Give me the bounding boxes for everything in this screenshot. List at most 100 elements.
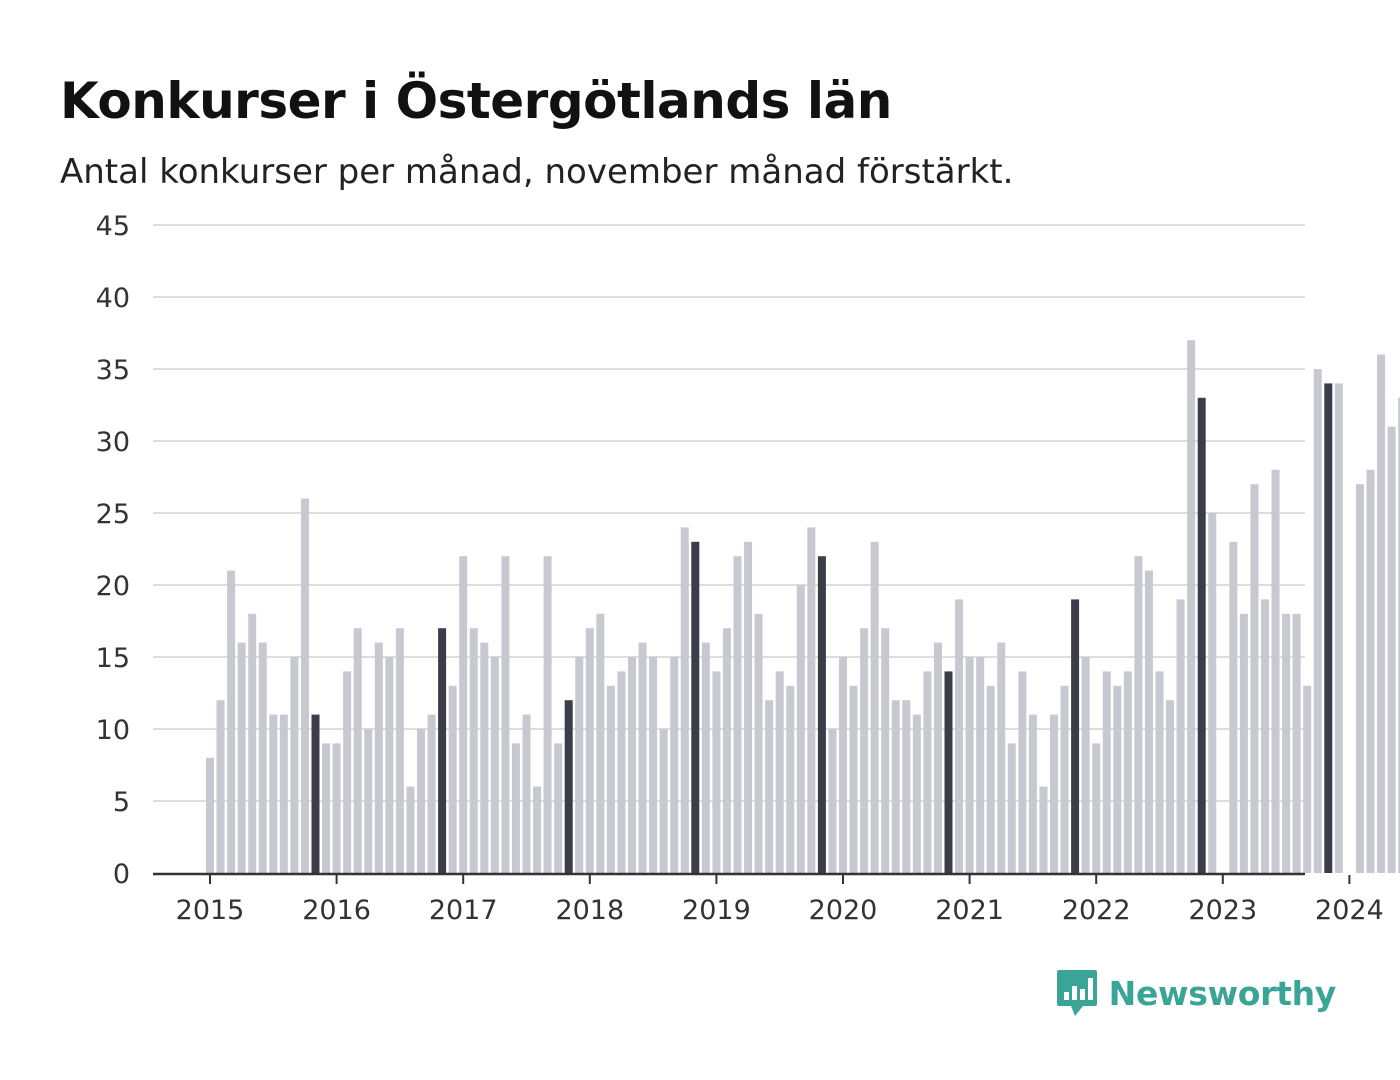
bar: [786, 685, 795, 873]
bar: [501, 556, 510, 873]
bar: [744, 541, 753, 873]
x-axis-ticks: 2015 2016 2017 2018 2019 2020 2021 2022 2023 2024: [176, 875, 1384, 926]
y-axis-ticks: 0 5 10 15 20 25 30 35 40 45: [96, 211, 130, 890]
x-tick-label: 2018: [555, 895, 624, 926]
x-tick-label: 2021: [935, 895, 1004, 926]
bar: [1113, 685, 1122, 873]
bar: [722, 628, 731, 873]
bar: [1197, 397, 1206, 873]
bar: [839, 657, 847, 873]
bar: [522, 714, 531, 873]
bar: [374, 642, 383, 873]
bar: [1028, 714, 1037, 873]
bar: [680, 527, 689, 873]
bar: [1060, 685, 1069, 873]
bar: [1039, 786, 1048, 873]
bar: [691, 541, 700, 873]
bar: [533, 786, 542, 873]
bar: [438, 628, 447, 873]
bar: [459, 556, 468, 873]
bar: [1239, 613, 1248, 873]
bar: [1313, 369, 1322, 873]
logo-text: Newsworthy: [1108, 973, 1337, 1013]
bar: [290, 657, 299, 873]
x-tick-label: 2023: [1188, 895, 1257, 926]
bar: [1123, 671, 1132, 873]
bar: [269, 714, 278, 873]
bar: [1303, 685, 1312, 873]
bar: [902, 700, 911, 873]
x-tick-label: 2019: [682, 895, 751, 926]
bar: [765, 700, 774, 873]
bar: [554, 743, 563, 873]
bar: [1134, 556, 1143, 873]
bar: [596, 613, 605, 873]
bar: [860, 628, 869, 873]
bar: [322, 743, 331, 873]
bar: [881, 628, 890, 873]
bar: [1355, 484, 1364, 873]
bar: [480, 642, 489, 873]
bar: [385, 657, 394, 873]
bar: [490, 657, 499, 873]
bar: [227, 570, 236, 873]
x-tick-label: 2016: [302, 895, 371, 926]
bar: [1071, 599, 1080, 873]
bar: [564, 700, 573, 873]
bar: [986, 685, 995, 873]
bar: [300, 498, 309, 873]
y-tick-label: 35: [96, 355, 130, 386]
bar: [237, 642, 246, 873]
bar: [258, 642, 267, 873]
bar: [659, 729, 668, 873]
y-tick-label: 20: [96, 571, 130, 602]
bar: [1377, 354, 1386, 874]
bar: [944, 671, 953, 873]
bar: [617, 671, 626, 873]
bar: [933, 642, 942, 873]
bar: [1334, 383, 1343, 873]
bar: [1155, 671, 1164, 873]
bar: [1324, 383, 1333, 873]
bar: [311, 714, 320, 873]
bar: [965, 657, 974, 873]
y-tick-label: 30: [96, 427, 130, 458]
bars: [206, 340, 1400, 874]
bar: [1092, 743, 1101, 873]
bar: [712, 671, 721, 873]
bar: [406, 786, 415, 873]
bar: [1250, 484, 1259, 873]
bar: [1187, 340, 1196, 873]
bar: [1282, 613, 1291, 873]
bar: [701, 642, 710, 873]
bar: [1007, 743, 1016, 873]
bar: [395, 628, 404, 873]
bar: [332, 743, 341, 873]
bar: [1081, 657, 1090, 873]
bar: [427, 714, 436, 873]
bar: [1176, 599, 1185, 873]
bar: [649, 657, 658, 873]
bar: [206, 757, 214, 873]
bar: [543, 556, 552, 873]
chart-title: Konkurser i Östergötlands län: [60, 72, 892, 130]
bar-chart-speech-bubble-icon: [1056, 970, 1097, 1016]
bar: [469, 628, 478, 873]
bar: [912, 714, 921, 873]
bar: [628, 657, 636, 873]
bar: [511, 743, 520, 873]
bar: [1292, 613, 1301, 873]
bar: [606, 685, 615, 873]
x-tick-label: 2020: [809, 895, 878, 926]
bar: [1398, 397, 1400, 873]
bar: [733, 556, 742, 873]
x-tick-label: 2022: [1062, 895, 1131, 926]
bar: [279, 714, 288, 873]
bar: [754, 613, 763, 873]
bar: [1271, 469, 1280, 873]
bar: [1261, 599, 1269, 873]
bar: [343, 671, 352, 873]
y-tick-label: 40: [96, 283, 130, 314]
bar: [976, 657, 985, 873]
